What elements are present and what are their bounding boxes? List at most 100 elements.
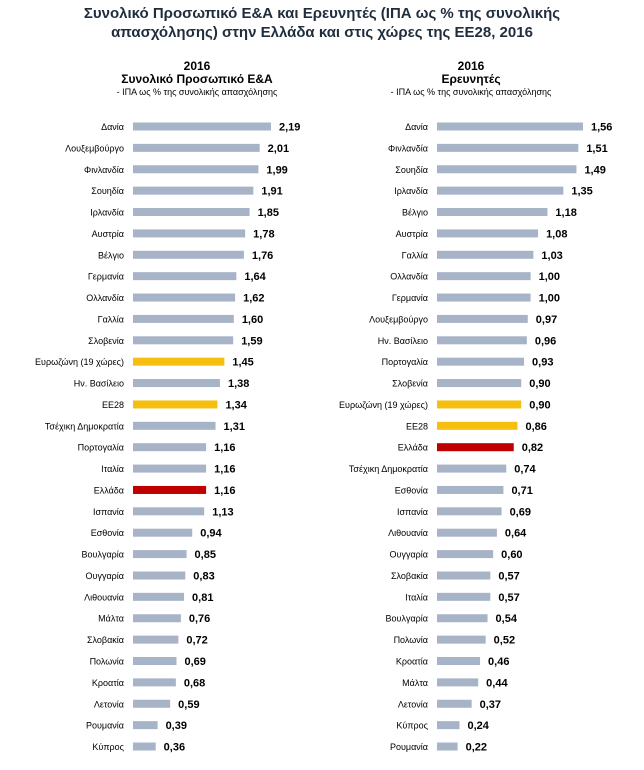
right-bar: [437, 699, 472, 708]
right-bar: [437, 208, 548, 217]
right-value-label: 0,24: [467, 720, 489, 732]
right-value-label: 1,03: [541, 250, 562, 262]
left-bar: [133, 208, 250, 217]
left-bar: [133, 507, 205, 516]
right-value-label: 0,60: [501, 549, 522, 561]
right-bar: [437, 464, 507, 473]
right-category-label: Σλοβακία: [391, 571, 428, 581]
right-category-label: Κροατία: [396, 657, 428, 667]
right-category-label: Αυστρία: [396, 229, 428, 239]
right-bar: [437, 635, 486, 644]
right-value-label: 0,97: [536, 314, 557, 326]
right-value-label: 0,22: [466, 742, 487, 754]
left-bar: [133, 186, 254, 195]
right-category-label: ΕΕ28: [406, 421, 428, 431]
left-value-label: 1,62: [243, 293, 264, 305]
left-value-label: 1,16: [214, 464, 235, 476]
right-value-label: 0,74: [514, 464, 536, 476]
right-bar: [437, 357, 525, 366]
right-bar: [437, 742, 458, 751]
left-value-label: 1,64: [244, 271, 266, 283]
left-bar: [133, 272, 237, 281]
main-title-line1: Συνολικό Προσωπικό Ε&Α και Ερευνητές (ΙΠ…: [83, 5, 561, 22]
left-category-label: Ρουμανία: [86, 721, 124, 731]
left-bar: [133, 699, 171, 708]
left-value-label: 1,13: [212, 506, 233, 518]
left-value-label: 0,72: [186, 635, 207, 647]
left-value-label: 1,91: [261, 186, 282, 198]
right-category-label: Ολλανδία: [390, 272, 428, 282]
left-bar: [133, 293, 236, 302]
right-chart-year: 2016: [458, 59, 485, 73]
left-category-label: Λιθουανία: [84, 592, 124, 602]
right-chart-title: Ερευνητές: [441, 72, 500, 86]
left-value-label: 0,94: [200, 528, 222, 540]
left-category-label: Λετονία: [94, 699, 124, 709]
left-bar: [133, 143, 260, 152]
right-category-label: Τσέχικη Δημοκρατία: [349, 464, 428, 474]
right-bar: [437, 122, 583, 131]
left-category-label: Ην. Βασίλειο: [74, 379, 124, 389]
left-bar: [133, 443, 207, 452]
right-value-label: 0,44: [486, 677, 508, 689]
right-bar: [437, 528, 497, 537]
right-category-label: Μάλτα: [402, 678, 428, 688]
left-bar: [133, 250, 244, 259]
left-category-label: Ισπανία: [93, 507, 124, 517]
right-category-label: Ουγγαρία: [390, 550, 428, 560]
left-category-label: Αυστρία: [92, 229, 124, 239]
right-category-label: Λουξεμβούργο: [369, 314, 428, 324]
left-value-label: 0,68: [184, 677, 205, 689]
right-category-label: Κύπρος: [396, 721, 428, 731]
left-value-label: 0,39: [166, 720, 187, 732]
right-bar: [437, 400, 522, 409]
left-value-label: 0,85: [195, 549, 216, 561]
left-value-label: 1,45: [232, 357, 253, 369]
right-category-label: Σουηδία: [395, 165, 428, 175]
left-bar: [133, 592, 185, 601]
right-bar: [437, 165, 577, 174]
left-bar: [133, 742, 156, 751]
left-chart-subtitle: - ΙΠΑ ως % της συνολικής απασχόλησης: [117, 87, 278, 97]
right-category-label: Εσθονία: [395, 485, 428, 495]
right-bar: [437, 507, 502, 516]
left-bar: [133, 357, 225, 366]
right-value-label: 0,57: [498, 592, 519, 604]
left-category-label: Εσθονία: [91, 528, 124, 538]
right-value-label: 0,90: [529, 378, 550, 390]
right-bar: [437, 186, 564, 195]
right-value-label: 1,49: [584, 164, 605, 176]
left-category-label: Ιρλανδία: [90, 208, 124, 218]
right-value-label: 0,69: [510, 506, 531, 518]
right-bar: [437, 314, 528, 323]
left-bar: [133, 314, 234, 323]
right-value-label: 0,57: [498, 570, 519, 582]
right-value-label: 0,71: [511, 485, 532, 497]
right-category-label: Πορτογαλία: [382, 357, 428, 367]
left-category-label: Κύπρος: [92, 742, 124, 752]
right-category-label: Ιρλανδία: [394, 186, 428, 196]
right-bar: [437, 592, 491, 601]
left-value-label: 1,16: [214, 442, 235, 454]
left-bar: [133, 485, 207, 494]
left-bar: [133, 528, 193, 537]
left-bar: [133, 400, 218, 409]
right-value-label: 1,08: [546, 228, 567, 240]
left-category-label: Γερμανία: [88, 272, 124, 282]
left-bar: [133, 464, 207, 473]
left-category-label: Ευρωζώνη (19 χώρες): [35, 357, 124, 367]
right-category-label: Πολωνία: [394, 635, 428, 645]
left-bar: [133, 635, 179, 644]
right-bar: [437, 721, 460, 730]
right-value-label: 0,37: [480, 699, 501, 711]
right-bar: [437, 336, 527, 345]
right-value-label: 0,93: [532, 357, 553, 369]
left-category-label: ΕΕ28: [102, 400, 124, 410]
left-value-label: 0,59: [178, 699, 199, 711]
right-value-label: 0,90: [529, 399, 550, 411]
left-bar: [133, 379, 220, 388]
right-category-label: Ιταλία: [405, 592, 428, 602]
left-bar: [133, 571, 186, 580]
right-category-label: Ελλάδα: [398, 443, 428, 453]
left-category-label: Λουξεμβούργο: [65, 143, 124, 153]
